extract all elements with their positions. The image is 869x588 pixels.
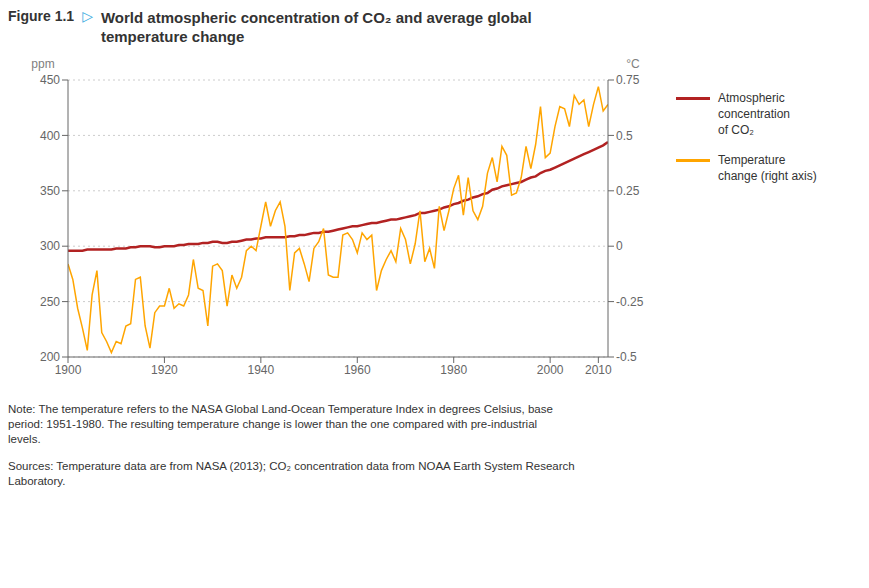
svg-text:°C: °C [626, 57, 640, 71]
svg-text:450: 450 [40, 73, 60, 87]
html-text:Atmospheric concentration of C: Atmospheric concentration of CO₂ [718, 91, 790, 137]
svg-text:400: 400 [40, 129, 60, 143]
svg-text:0.75: 0.75 [616, 73, 640, 87]
svg-text:350: 350 [40, 184, 60, 198]
svg-text:2010: 2010 [585, 363, 612, 377]
svg-text:200: 200 [40, 350, 60, 364]
html-text:Temperature change (right axis: Temperature change (right axis) [718, 153, 817, 183]
html-text:World atmospheric concentratio: World atmospheric concentration of CO₂ a… [100, 9, 532, 45]
svg-text:1980: 1980 [440, 363, 467, 377]
svg-text:0.25: 0.25 [616, 184, 640, 198]
svg-text:250: 250 [40, 295, 60, 309]
svg-text:2000: 2000 [537, 363, 564, 377]
svg-text:300: 300 [40, 239, 60, 253]
html-text:Note: The temperature refers t: Note: The temperature refers to the NASA… [8, 403, 553, 445]
svg-text:-0.25: -0.25 [616, 295, 644, 309]
svg-text:1940: 1940 [248, 363, 275, 377]
svg-text:0.5: 0.5 [616, 129, 633, 143]
html-text:Figure 1.1: Figure 1.1 [8, 8, 75, 24]
svg-text:0: 0 [616, 239, 623, 253]
svg-text:-0.5: -0.5 [616, 350, 637, 364]
svg-text:1900: 1900 [55, 363, 82, 377]
html-text:Sources: Temperature data are: Sources: Temperature data are from NASA … [8, 460, 575, 487]
svg-text:ppm: ppm [31, 57, 54, 71]
svg-text:1920: 1920 [151, 363, 178, 377]
svg-text:1960: 1960 [344, 363, 371, 377]
